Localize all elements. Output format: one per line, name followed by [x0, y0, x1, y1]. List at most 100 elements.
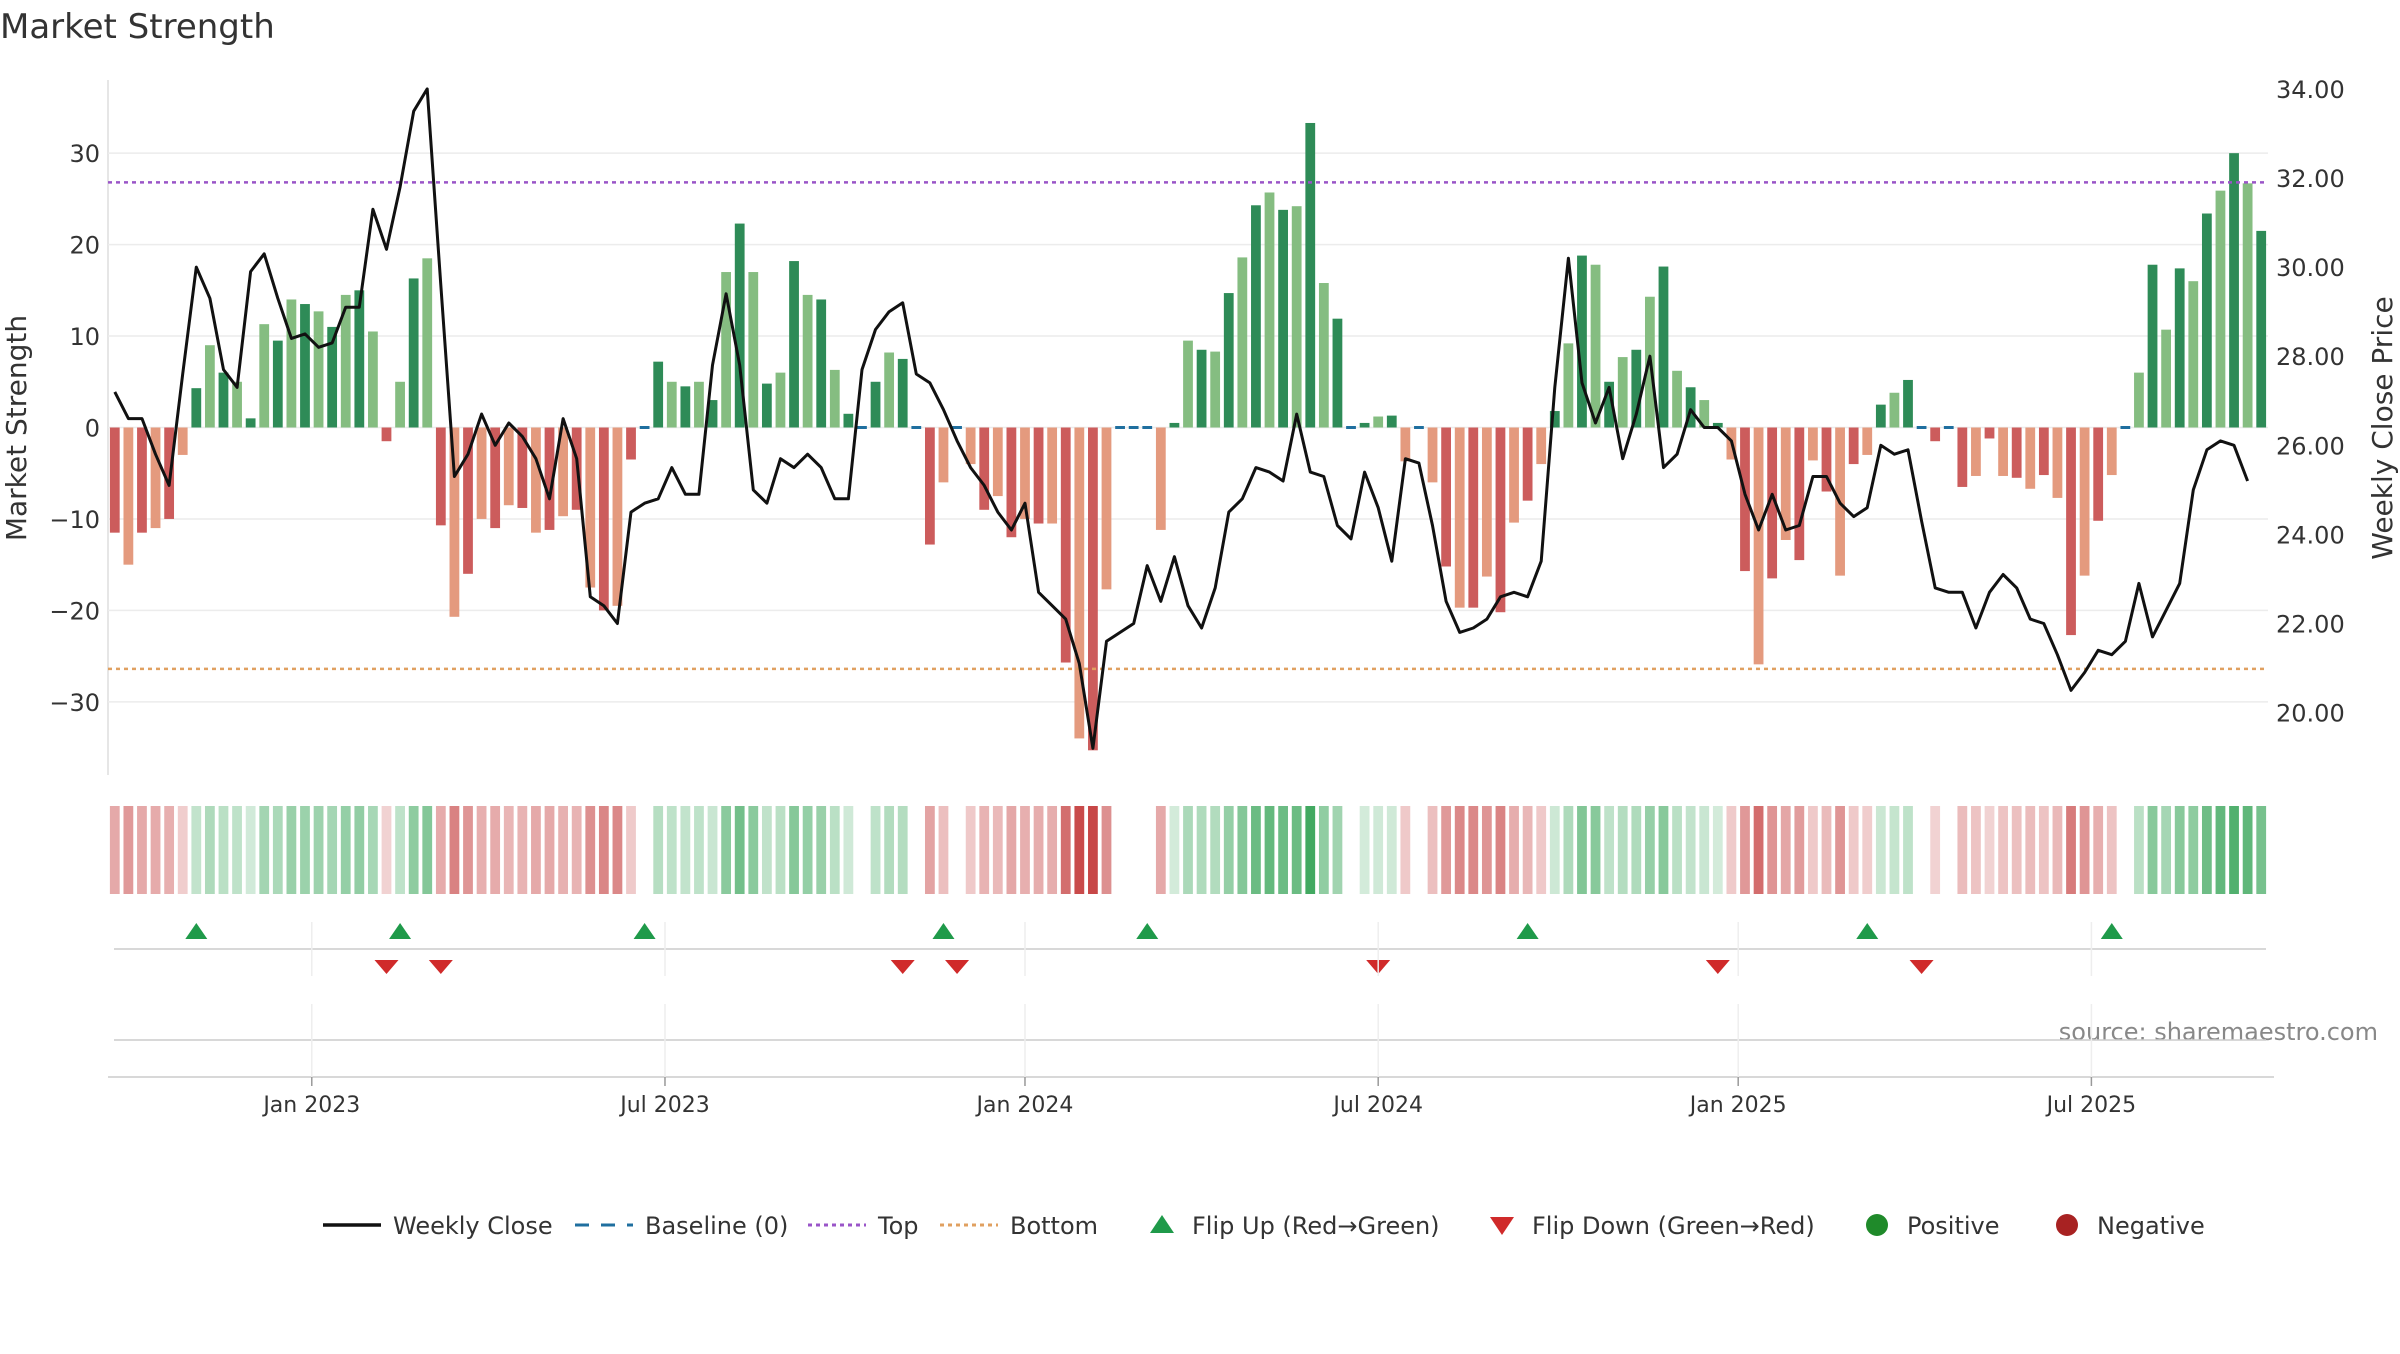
- strength-bar: [1767, 427, 1778, 579]
- strength-bar: [1291, 206, 1302, 428]
- heat-cell: [2188, 806, 2199, 894]
- heat-cell: [1794, 806, 1805, 894]
- strength-bar: [1794, 427, 1805, 561]
- strength-bar: [1088, 427, 1098, 751]
- heat-cell: [802, 806, 813, 894]
- heat-cell: [2025, 806, 2036, 894]
- y-tick-label: −30: [49, 689, 100, 717]
- heat-cell: [816, 806, 827, 894]
- strength-bar: [1590, 264, 1601, 428]
- baseline-mark: [1916, 426, 1927, 429]
- strength-bar: [517, 427, 528, 508]
- y2-tick-label: 32.00: [2276, 165, 2345, 193]
- heat-cell: [2093, 806, 2104, 894]
- heat-cell: [313, 806, 324, 894]
- strength-bar: [1957, 427, 1968, 487]
- strength-bar: [1780, 427, 1791, 540]
- heat-cell: [1441, 806, 1452, 894]
- heat-cell: [2201, 806, 2212, 894]
- strength-bar: [1862, 427, 1873, 455]
- heat-cell: [517, 806, 528, 894]
- strength-bar: [259, 324, 270, 428]
- strength-bar: [490, 427, 501, 529]
- strength-bar: [1740, 427, 1750, 572]
- heat-cell: [1264, 806, 1275, 894]
- strength-bar: [748, 272, 759, 428]
- heat-cell: [1006, 806, 1017, 894]
- strength-bar: [1930, 427, 1941, 442]
- strength-bar: [2134, 372, 2144, 428]
- heat-cell: [626, 806, 636, 894]
- heat-cell: [1318, 806, 1329, 894]
- strength-bar: [816, 299, 827, 428]
- strength-bar: [476, 427, 487, 519]
- heat-cell: [1074, 806, 1085, 894]
- baseline-mark: [1142, 426, 1153, 429]
- strength-bar: [897, 358, 908, 428]
- heat-cell: [2066, 806, 2076, 894]
- heat-cell: [1617, 806, 1628, 894]
- strength-bar: [2038, 427, 2049, 476]
- heat-cell: [992, 806, 1003, 894]
- heat-cell: [694, 806, 704, 894]
- heat-cell: [938, 806, 949, 894]
- strength-bar: [2242, 183, 2253, 428]
- heat-cell: [1998, 806, 2008, 894]
- heat-cell: [1183, 806, 1193, 894]
- strength-bar: [1998, 427, 2008, 476]
- y2-axis-label: Weekly Close Price: [2366, 296, 2399, 559]
- strength-bar: [2025, 427, 2036, 489]
- heat-cell: [1088, 806, 1098, 894]
- heat-cell: [300, 806, 310, 894]
- strength-bar: [435, 427, 446, 526]
- heat-cell: [2174, 806, 2185, 894]
- heat-cell: [1672, 806, 1682, 894]
- y-tick-label: 20: [69, 232, 100, 260]
- y-tick-label: 30: [69, 140, 100, 168]
- heat-cell: [1033, 806, 1044, 894]
- heat-cell: [245, 806, 256, 894]
- heat-cell: [531, 806, 541, 894]
- strength-bar: [1495, 427, 1506, 613]
- heat-cell: [327, 806, 338, 894]
- heat-cell: [1454, 806, 1465, 894]
- strength-bar: [1332, 318, 1343, 428]
- baseline-mark: [952, 426, 962, 429]
- strength-bar: [626, 427, 636, 460]
- heat-cell: [1291, 806, 1302, 894]
- strength-bar: [531, 427, 541, 533]
- strength-bar: [1699, 400, 1710, 428]
- strength-bar: [1359, 422, 1370, 428]
- baseline-mark: [911, 426, 922, 429]
- strength-bar: [1237, 257, 1248, 428]
- x-tick-label: Jul 2025: [2045, 1093, 2137, 1118]
- heat-cell: [2256, 806, 2267, 894]
- strength-bar: [1821, 427, 1832, 492]
- flip-down-marker: [428, 960, 453, 974]
- heat-cell: [1971, 806, 1981, 894]
- heat-cell: [1930, 806, 1941, 894]
- strength-bar: [1033, 427, 1044, 524]
- heat-cell: [1210, 806, 1221, 894]
- heat-cell: [381, 806, 392, 894]
- heat-cell: [775, 806, 786, 894]
- strength-bar: [1210, 351, 1221, 428]
- heat-cell: [1305, 806, 1316, 894]
- heat-cell: [191, 806, 202, 894]
- heat-cell: [734, 806, 745, 894]
- y-tick-label: −20: [49, 597, 100, 625]
- heat-cell: [177, 806, 188, 894]
- strength-bar: [1522, 427, 1533, 501]
- heat-cell: [2011, 806, 2022, 894]
- strength-bar: [1672, 370, 1682, 428]
- strength-bar: [1441, 427, 1452, 567]
- y2-tick-label: 28.00: [2276, 343, 2345, 371]
- y2-tick-label: 30.00: [2276, 254, 2345, 282]
- heat-cell: [1957, 806, 1968, 894]
- heat-cell: [1509, 806, 1519, 894]
- heat-cell: [761, 806, 772, 894]
- strength-bar: [775, 372, 786, 428]
- strength-bar: [300, 304, 310, 428]
- heat-cell: [558, 806, 568, 894]
- heat-cell: [721, 806, 732, 894]
